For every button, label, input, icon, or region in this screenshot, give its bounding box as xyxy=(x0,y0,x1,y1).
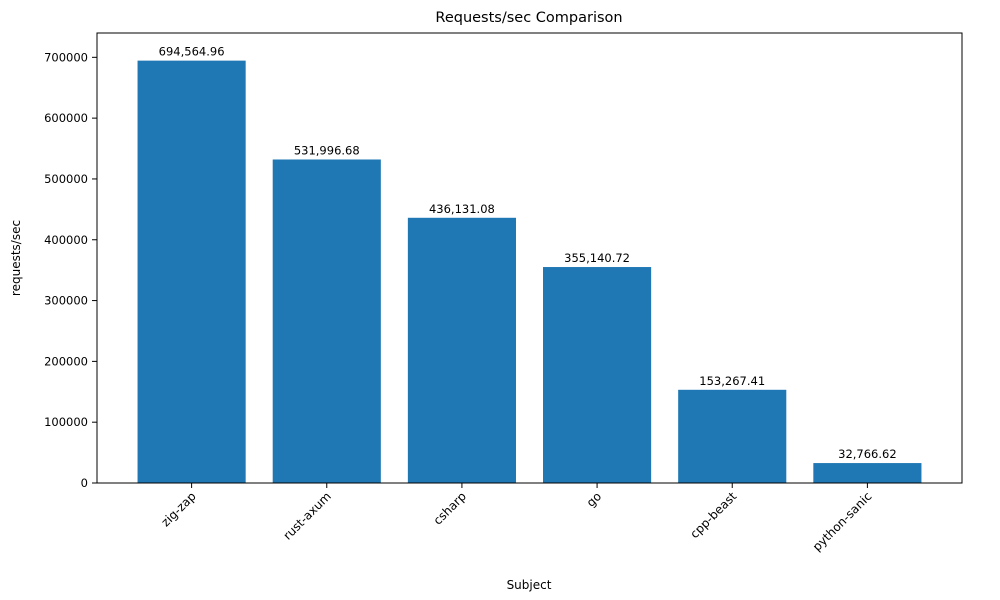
y-tick-label: 300000 xyxy=(44,294,88,308)
x-tick-label: zig-zap xyxy=(159,489,199,529)
bar-value-label: 355,140.72 xyxy=(564,251,630,265)
bar-value-label: 32,766.62 xyxy=(838,447,897,461)
plot-area: 0 100000 200000 300000 400000 500000 600000 700… xyxy=(44,32,963,554)
x-tick-label: rust-axum xyxy=(280,489,333,542)
bar-rust-axum xyxy=(272,159,381,483)
y-tick-label: 200000 xyxy=(44,354,88,368)
x-tick-label: go xyxy=(584,489,604,509)
x-axis-label: Subject xyxy=(507,578,552,592)
bar-value-label: 153,267.41 xyxy=(699,374,765,388)
x-tick-label: python-sanic xyxy=(810,489,875,554)
chart-title: Requests/sec Comparison xyxy=(435,10,622,26)
y-tick-label: 700000 xyxy=(44,50,88,64)
bar-zig-zap xyxy=(137,60,246,483)
bar-csharp xyxy=(407,217,516,483)
bar-value-label: 436,131.08 xyxy=(429,202,495,216)
y-tick-label: 500000 xyxy=(44,172,88,186)
y-tick-label: 600000 xyxy=(44,111,88,125)
x-tick-label: csharp xyxy=(431,489,469,527)
y-tick-label: 0 xyxy=(81,476,88,490)
y-axis-label: requests/sec xyxy=(9,220,23,296)
bar-value-label: 531,996.68 xyxy=(294,143,360,157)
axes-frame xyxy=(96,32,963,484)
bar-go xyxy=(543,267,652,483)
y-tick-label: 100000 xyxy=(44,415,88,429)
bar-value-label: 694,564.96 xyxy=(159,45,225,59)
bar-python-sanic xyxy=(813,463,922,483)
y-tick-label: 400000 xyxy=(44,233,88,247)
x-tick-label: cpp-beast xyxy=(687,489,739,541)
bar-cpp-beast xyxy=(678,389,787,483)
